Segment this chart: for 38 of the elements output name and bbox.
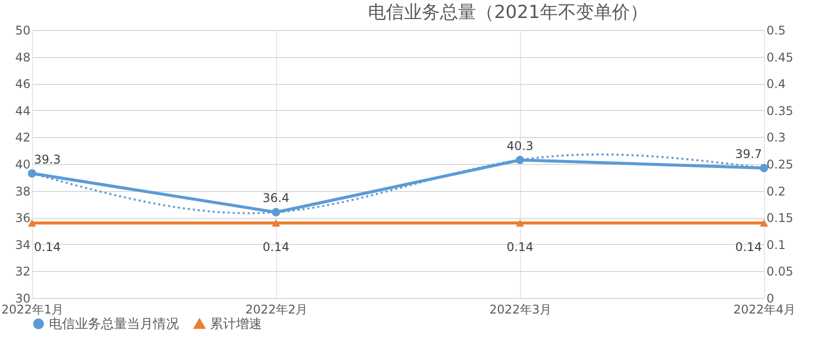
x-tick-label: 2022年1月 [1,302,64,316]
data-label: 39.3 [34,152,61,166]
data-label: 0.14 [506,240,534,254]
y2-tick-label: 0.05 [766,264,794,279]
y-tick-label: 32 [15,264,30,279]
y-tick-label: 42 [15,130,30,145]
data-label: 36.4 [262,191,290,206]
y2-tick-label: 0 [766,292,774,306]
y-tick-label: 38 [15,184,30,198]
y2-tick-label: 0.3 [766,130,786,145]
x-tick-label: 2022年4月 [733,302,796,316]
y-tick-label: 30 [15,292,30,306]
legend-label: 电信业务总量当月情况 [49,316,179,332]
y-tick-label: 48 [15,50,30,64]
y-tick-label: 46 [15,77,30,92]
y2-tick-label: 0.45 [766,50,794,64]
x-tick-label: 2022年2月 [245,302,308,316]
y-tick-label: 40 [15,158,30,172]
y-tick-label: 50 [15,24,30,38]
y-tick-label: 44 [15,104,30,118]
y-tick-label: 36 [15,211,30,226]
x-tick-label: 2022年3月 [489,302,552,316]
point [28,169,36,178]
data-label: 39.7 [735,147,762,162]
data-label: 0.14 [262,240,290,254]
y-tick-label: 34 [15,238,30,252]
y2-tick-label: 0.5 [766,24,786,38]
y2-tick-label: 0.15 [766,211,794,226]
y2-tick-label: 0.4 [766,77,786,92]
data-label: 0.14 [34,240,61,254]
y2-tick-label: 0.1 [766,238,786,252]
data-label: 40.3 [506,138,534,153]
data-label: 0.14 [735,240,762,254]
y2-tick-label: 0.35 [766,104,794,118]
legend-label: 累计增速 [210,317,262,332]
y2-tick-label: 0.2 [766,184,786,198]
chart-title: 电信业务总量（2021年不变单价） [368,2,648,23]
y2-tick-label: 0.25 [766,158,794,172]
